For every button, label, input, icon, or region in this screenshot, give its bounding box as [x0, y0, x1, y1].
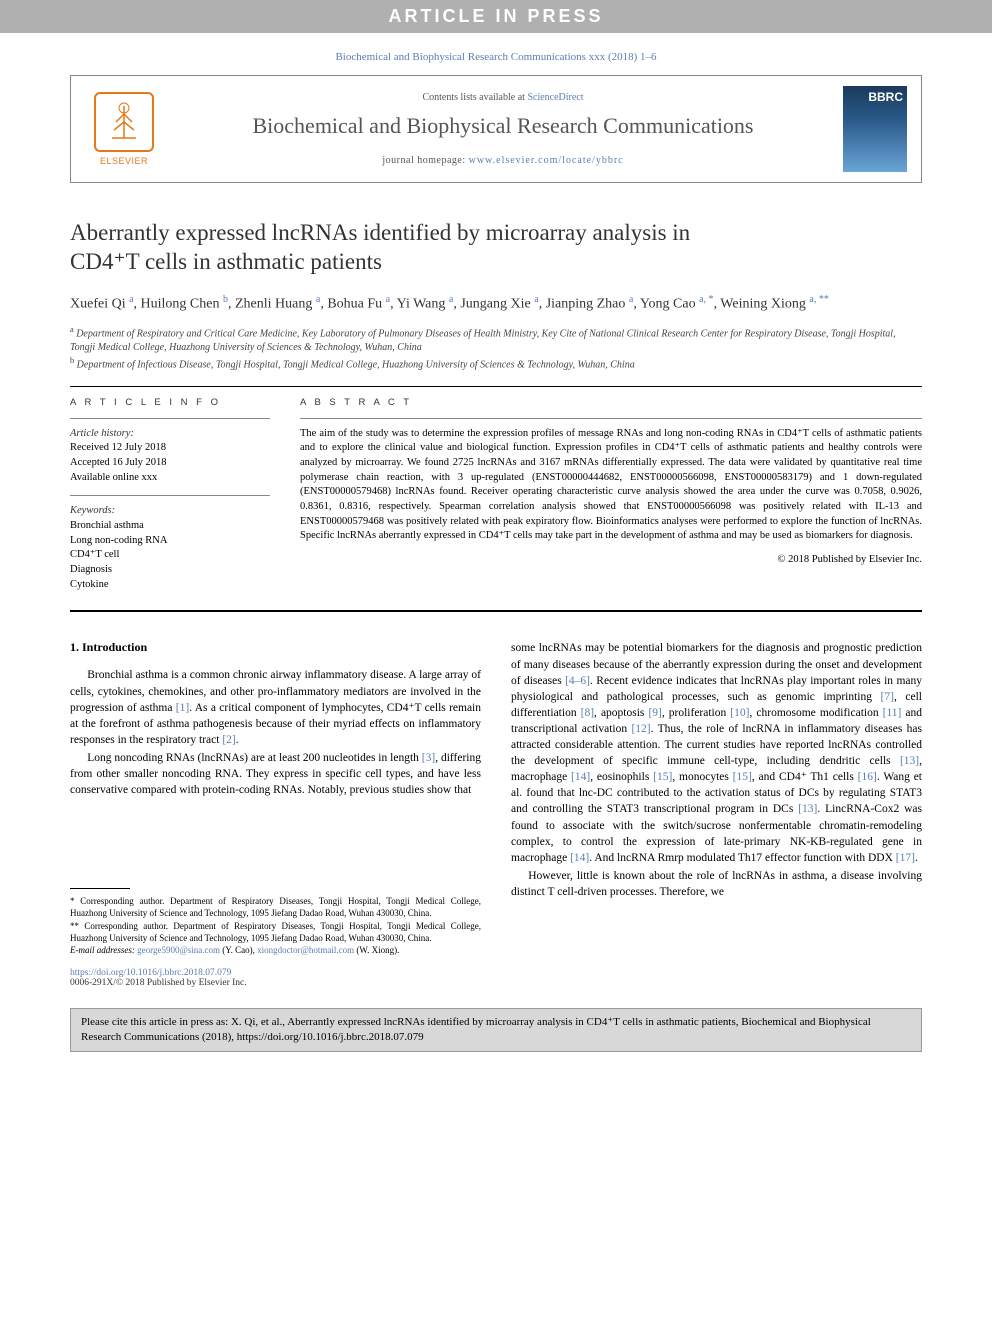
- ref-link[interactable]: [4–6]: [565, 675, 590, 687]
- email-addresses: E-mail addresses: george5900@sina.com (Y…: [70, 944, 481, 956]
- history-label: Article history:: [70, 427, 270, 442]
- ref-link[interactable]: [9]: [648, 707, 661, 719]
- issn-line: 0006-291X/© 2018 Published by Elsevier I…: [70, 978, 481, 988]
- title-line-2: CD4⁺T cells in asthmatic patients: [70, 249, 382, 274]
- journal-name: Biochemical and Biophysical Research Com…: [175, 113, 831, 139]
- title-line-1: Aberrantly expressed lncRNAs identified …: [70, 220, 690, 245]
- body-paragraph: Long noncoding RNAs (lncRNAs) are at lea…: [70, 750, 481, 798]
- keyword: Bronchial asthma: [70, 519, 270, 534]
- email-1[interactable]: george5900@sina.com: [137, 945, 220, 955]
- divider: [70, 386, 922, 387]
- corresponding-author-2: ** Corresponding author. Department of R…: [70, 920, 481, 944]
- homepage-link[interactable]: www.elsevier.com/locate/ybbrc: [469, 155, 624, 166]
- divider-thick: [70, 610, 922, 612]
- elsevier-logo[interactable]: ELSEVIER: [85, 86, 163, 172]
- ref-link[interactable]: [16]: [858, 771, 877, 783]
- section-heading-intro: 1. Introduction: [70, 640, 481, 655]
- divider: [300, 418, 922, 419]
- journal-homepage: journal homepage: www.elsevier.com/locat…: [175, 155, 831, 166]
- column-left: 1. Introduction Bronchial asthma is a co…: [70, 640, 481, 987]
- ref-link[interactable]: [15]: [653, 771, 672, 783]
- journal-cover-thumbnail[interactable]: BBRC: [843, 86, 907, 172]
- cite-box: Please cite this article in press as: X.…: [70, 1008, 922, 1052]
- email-label: E-mail addresses:: [70, 945, 137, 955]
- body-paragraph: some lncRNAs may be potential biomarkers…: [511, 640, 922, 865]
- ref-link[interactable]: [7]: [881, 691, 894, 703]
- ref-link[interactable]: [3]: [422, 752, 435, 764]
- divider: [70, 418, 270, 419]
- ref-link[interactable]: [12]: [631, 723, 650, 735]
- homepage-prefix: journal homepage:: [382, 155, 468, 166]
- ref-link[interactable]: [13]: [798, 803, 817, 815]
- online-date: Available online xxx: [70, 471, 270, 486]
- corresponding-author-1: * Corresponding author. Department of Re…: [70, 895, 481, 919]
- elsevier-text: ELSEVIER: [100, 156, 148, 166]
- journal-reference: Biochemical and Biophysical Research Com…: [0, 33, 992, 75]
- received-date: Received 12 July 2018: [70, 441, 270, 456]
- ref-link[interactable]: [15]: [733, 771, 752, 783]
- author-list: Xuefei Qi a, Huilong Chen b, Zhenli Huan…: [70, 293, 922, 315]
- body-paragraph: Bronchial asthma is a common chronic air…: [70, 667, 481, 747]
- ref-link[interactable]: [14]: [571, 771, 590, 783]
- cover-abbrev: BBRC: [868, 90, 903, 104]
- email-1-who: (Y. Cao),: [220, 945, 257, 955]
- keywords-label: Keywords:: [70, 504, 270, 519]
- abstract-panel: A B S T R A C T The aim of the study was…: [300, 397, 922, 597]
- ref-link[interactable]: [14]: [570, 852, 589, 864]
- article-title: Aberrantly expressed lncRNAs identified …: [70, 219, 922, 277]
- article-in-press-banner: ARTICLE IN PRESS: [0, 0, 992, 33]
- accepted-date: Accepted 16 July 2018: [70, 456, 270, 471]
- ref-link[interactable]: [17]: [896, 852, 915, 864]
- divider: [70, 495, 270, 496]
- ref-link[interactable]: [13]: [900, 755, 919, 767]
- contents-prefix: Contents lists available at: [422, 92, 527, 103]
- column-right: some lncRNAs may be potential biomarkers…: [511, 640, 922, 987]
- sciencedirect-link[interactable]: ScienceDirect: [527, 92, 583, 103]
- header-center: Contents lists available at ScienceDirec…: [163, 92, 843, 166]
- body-columns: 1. Introduction Bronchial asthma is a co…: [70, 640, 922, 987]
- keyword: Diagnosis: [70, 563, 270, 578]
- contents-line: Contents lists available at ScienceDirec…: [175, 92, 831, 103]
- affiliation: b Department of Infectious Disease, Tong…: [70, 355, 922, 372]
- email-2-who: (W. Xiong).: [354, 945, 399, 955]
- ref-link[interactable]: [10]: [730, 707, 749, 719]
- keyword: Cytokine: [70, 578, 270, 593]
- doi-link[interactable]: https://doi.org/10.1016/j.bbrc.2018.07.0…: [70, 968, 481, 978]
- abstract-heading: A B S T R A C T: [300, 397, 922, 408]
- article-info-panel: A R T I C L E I N F O Article history: R…: [70, 397, 270, 597]
- journal-header-box: ELSEVIER Contents lists available at Sci…: [70, 75, 922, 183]
- article-info-heading: A R T I C L E I N F O: [70, 397, 270, 408]
- affiliations: a Department of Respiratory and Critical…: [70, 324, 922, 371]
- affiliation: a Department of Respiratory and Critical…: [70, 324, 922, 354]
- copyright: © 2018 Published by Elsevier Inc.: [300, 554, 922, 565]
- keyword: CD4⁺T cell: [70, 548, 270, 563]
- keyword: Long non-coding RNA: [70, 534, 270, 549]
- footnote-rule: [70, 888, 130, 889]
- email-2[interactable]: xiongdoctor@hotmail.com: [257, 945, 354, 955]
- elsevier-tree-icon: [94, 92, 154, 152]
- ref-link[interactable]: [8]: [581, 707, 594, 719]
- ref-link[interactable]: [11]: [883, 707, 902, 719]
- footnotes: * Corresponding author. Department of Re…: [70, 895, 481, 956]
- ref-link[interactable]: [1]: [176, 702, 189, 714]
- abstract-text: The aim of the study was to determine th…: [300, 427, 922, 545]
- keywords-list: Bronchial asthmaLong non-coding RNACD4⁺T…: [70, 519, 270, 592]
- body-paragraph: However, little is known about the role …: [511, 868, 922, 900]
- ref-link[interactable]: [2]: [222, 734, 235, 746]
